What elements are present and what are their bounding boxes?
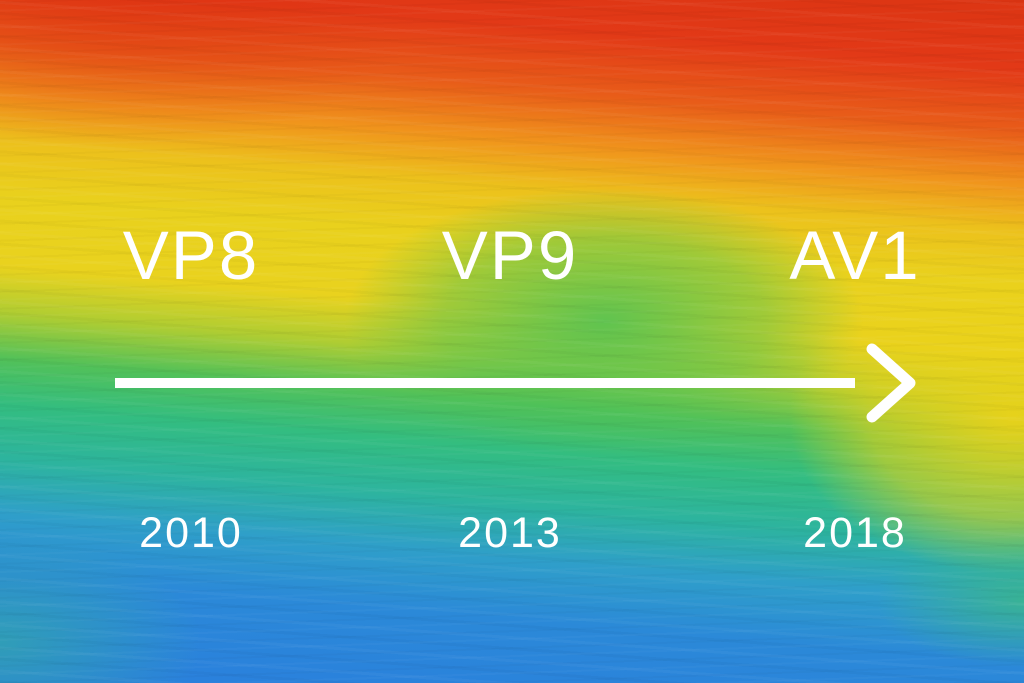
year-label-2010: 2010 [139,509,243,557]
codec-label-vp8: VP8 [122,217,260,294]
right-arrow-icon [115,343,916,423]
arrow-head [866,343,916,423]
year-label-2013: 2013 [458,509,562,557]
codec-label-av1: AV1 [789,217,921,294]
year-label-2018: 2018 [803,509,907,557]
codec-label-vp9: VP9 [441,217,579,294]
